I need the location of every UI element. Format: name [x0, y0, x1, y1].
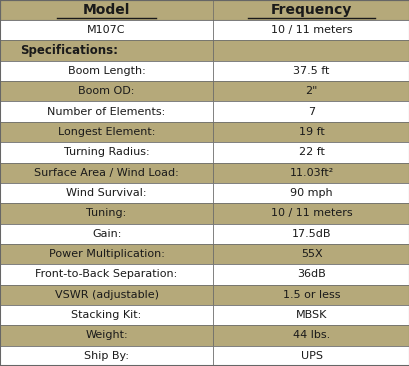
- Text: MBSK: MBSK: [295, 310, 326, 320]
- Bar: [0, 285, 213, 305]
- Bar: [0, 41, 213, 61]
- Text: Specifications:: Specifications:: [20, 44, 118, 57]
- Bar: [213, 41, 409, 61]
- Bar: [0, 101, 213, 122]
- Bar: [213, 122, 409, 142]
- Text: Model: Model: [83, 3, 130, 17]
- Bar: [0, 81, 213, 101]
- Text: Power Multiplication:: Power Multiplication:: [49, 249, 164, 259]
- Bar: [0, 20, 213, 41]
- Bar: [213, 183, 409, 203]
- Bar: [213, 163, 409, 183]
- Text: Ship By:: Ship By:: [84, 351, 129, 361]
- Bar: [0, 142, 213, 163]
- Text: 37.5 ft: 37.5 ft: [293, 66, 329, 76]
- Bar: [213, 224, 409, 244]
- Text: 11.03ft²: 11.03ft²: [289, 168, 333, 178]
- Text: Number of Elements:: Number of Elements:: [47, 107, 165, 117]
- Text: M107C: M107C: [87, 25, 126, 35]
- Text: Wind Survival:: Wind Survival:: [66, 188, 146, 198]
- Bar: [213, 203, 409, 224]
- Text: 10 / 11 meters: 10 / 11 meters: [270, 25, 352, 35]
- Text: Frequency: Frequency: [270, 3, 351, 17]
- Text: Boom OD:: Boom OD:: [78, 86, 135, 96]
- Bar: [213, 325, 409, 346]
- Bar: [0, 163, 213, 183]
- Bar: [0, 244, 213, 264]
- Bar: [0, 305, 213, 325]
- Bar: [0, 203, 213, 224]
- Bar: [213, 346, 409, 366]
- Text: 55X: 55X: [300, 249, 321, 259]
- Bar: [213, 264, 409, 285]
- Text: Front-to-Back Separation:: Front-to-Back Separation:: [36, 269, 177, 279]
- Bar: [213, 20, 409, 41]
- Text: Weight:: Weight:: [85, 330, 128, 340]
- Text: Surface Area / Wind Load:: Surface Area / Wind Load:: [34, 168, 179, 178]
- Bar: [213, 285, 409, 305]
- Text: Turning Radius:: Turning Radius:: [64, 147, 149, 157]
- Text: 22 ft: 22 ft: [298, 147, 324, 157]
- Bar: [0, 122, 213, 142]
- Text: UPS: UPS: [300, 351, 322, 361]
- Text: 19 ft: 19 ft: [298, 127, 324, 137]
- Bar: [0, 325, 213, 346]
- Text: VSWR (adjustable): VSWR (adjustable): [54, 290, 158, 300]
- Bar: [0, 264, 213, 285]
- Text: 36dB: 36dB: [297, 269, 325, 279]
- Text: 1.5 or less: 1.5 or less: [282, 290, 339, 300]
- Text: 17.5dB: 17.5dB: [291, 229, 330, 239]
- Bar: [0, 0, 409, 20]
- Bar: [213, 101, 409, 122]
- Bar: [0, 346, 213, 366]
- Text: 7: 7: [307, 107, 315, 117]
- Bar: [0, 183, 213, 203]
- Text: Longest Element:: Longest Element:: [58, 127, 155, 137]
- Text: 44 lbs.: 44 lbs.: [292, 330, 329, 340]
- Text: 2": 2": [305, 86, 317, 96]
- Text: 10 / 11 meters: 10 / 11 meters: [270, 208, 352, 219]
- Bar: [213, 142, 409, 163]
- Text: Boom Length:: Boom Length:: [67, 66, 145, 76]
- Bar: [213, 305, 409, 325]
- Bar: [213, 61, 409, 81]
- Text: 90 mph: 90 mph: [290, 188, 332, 198]
- Bar: [213, 244, 409, 264]
- Text: Gain:: Gain:: [92, 229, 121, 239]
- Bar: [0, 224, 213, 244]
- Bar: [213, 81, 409, 101]
- Bar: [0, 61, 213, 81]
- Text: Stacking Kit:: Stacking Kit:: [71, 310, 142, 320]
- Text: Tuning:: Tuning:: [86, 208, 126, 219]
